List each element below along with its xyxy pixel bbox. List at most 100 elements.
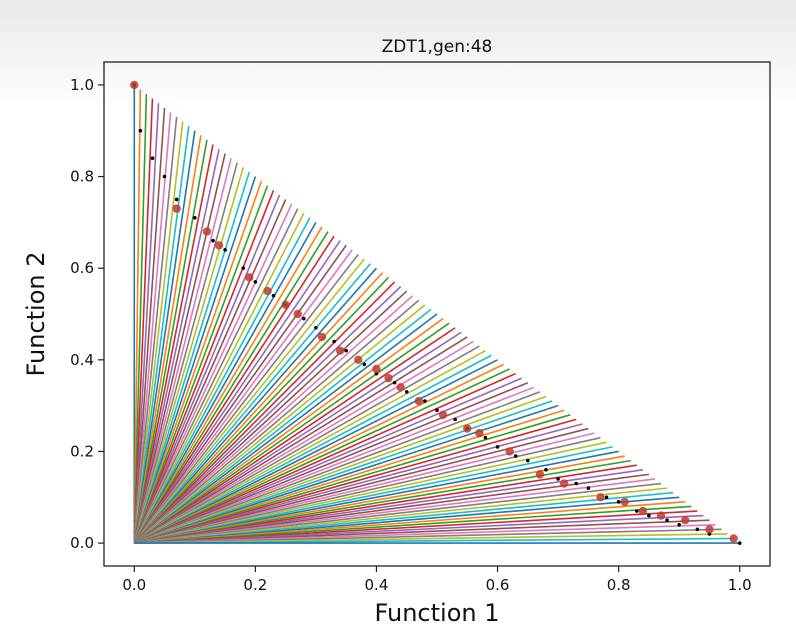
reference-ray [133,340,474,544]
reference-ray [133,240,341,544]
population-point [362,362,367,367]
x-tick-label: 0.0 [122,576,146,594]
reference-ray [133,249,353,544]
population-point [392,380,397,385]
reference-ray [133,162,238,544]
population-point [193,215,197,220]
reference-ray [134,464,637,544]
solution-point [505,447,514,456]
solution-point [172,204,181,213]
x-tick-label: 0.8 [607,576,631,594]
solution-point [384,373,393,383]
reference-ray [134,496,680,544]
solution-point [317,332,327,342]
solution-point [354,355,363,365]
x-axis: 0.0 0.2 0.4 0.6 0.8 1.0 [122,566,752,594]
reference-ray [133,139,208,544]
reference-ray [134,404,559,544]
reference-ray [134,510,698,544]
population-point [604,495,609,500]
reference-ray [134,491,674,544]
reference-ray [133,285,402,544]
reference-ray [133,103,160,544]
reference-ray [133,304,426,544]
reference-ray [133,336,468,544]
reference-ray [133,368,510,544]
population-point [616,500,621,504]
reference-ray [134,423,583,544]
chart-title: ZDT1,gen:48 [382,37,493,57]
population-point [332,339,336,344]
reference-ray [134,418,577,544]
population-point [423,399,427,403]
population-point [253,280,258,284]
reference-ray [134,414,571,544]
reference-ray [133,381,529,544]
reference-ray [133,158,232,544]
reference-ray [133,349,486,544]
solution-point [638,506,648,516]
reference-ray [133,144,214,544]
population-point [453,417,457,422]
reference-ray [134,446,613,544]
reference-ray [133,377,523,544]
y-tick-label: 0.2 [70,442,94,460]
reference-ray [133,313,438,544]
reference-ray [133,317,444,544]
reference-ray [134,427,589,544]
reference-ray [133,372,517,544]
solution-point [293,309,302,319]
reference-ray [133,267,378,544]
reference-ray [134,478,656,544]
y-tick-label: 0.4 [70,351,94,369]
solution-point [414,396,424,406]
population-point [665,518,669,522]
solution-point [656,511,666,520]
x-axis-label: Function 1 [375,599,500,627]
solution-point [130,80,139,90]
reference-ray [133,258,365,544]
reference-ray [134,505,692,544]
reference-ray [133,295,414,544]
reference-ray [133,276,390,544]
reference-ray [133,281,396,544]
reference-ray [133,203,293,544]
solution-point [681,515,690,525]
y-axis-label: Function 2 [22,252,50,377]
population-point [150,156,155,161]
reference-ray [133,363,504,544]
reference-ray [133,112,172,544]
reference-ray [133,290,408,544]
reference-ray [133,231,329,544]
reference-ray [133,272,384,544]
reference-rays [133,84,740,544]
reference-ray [134,455,625,544]
reference-ray [133,253,359,544]
reference-ray [134,436,601,544]
population-point [574,481,579,486]
population-point [526,458,530,463]
solution-point [463,424,472,433]
reference-ray [134,514,704,544]
population-point [174,197,179,202]
reference-ray [133,345,480,544]
population-point [483,435,488,440]
reference-ray [133,167,245,544]
reference-ray [133,322,450,544]
solution-point [596,493,605,502]
y-tick-label: 0.6 [70,259,94,277]
reference-ray [133,194,281,544]
reference-ray [133,107,166,544]
reference-ray [133,299,420,544]
reference-ray [133,354,492,544]
y-axis: 0.0 0.2 0.4 0.6 0.8 1.0 [70,76,104,552]
reference-ray [133,121,184,544]
reference-ray [133,386,535,544]
solution-point [705,525,714,534]
population-point [162,174,167,179]
reference-ray [134,501,686,544]
reference-ray [134,482,662,544]
reference-ray [133,217,311,544]
solution-point [202,227,212,236]
